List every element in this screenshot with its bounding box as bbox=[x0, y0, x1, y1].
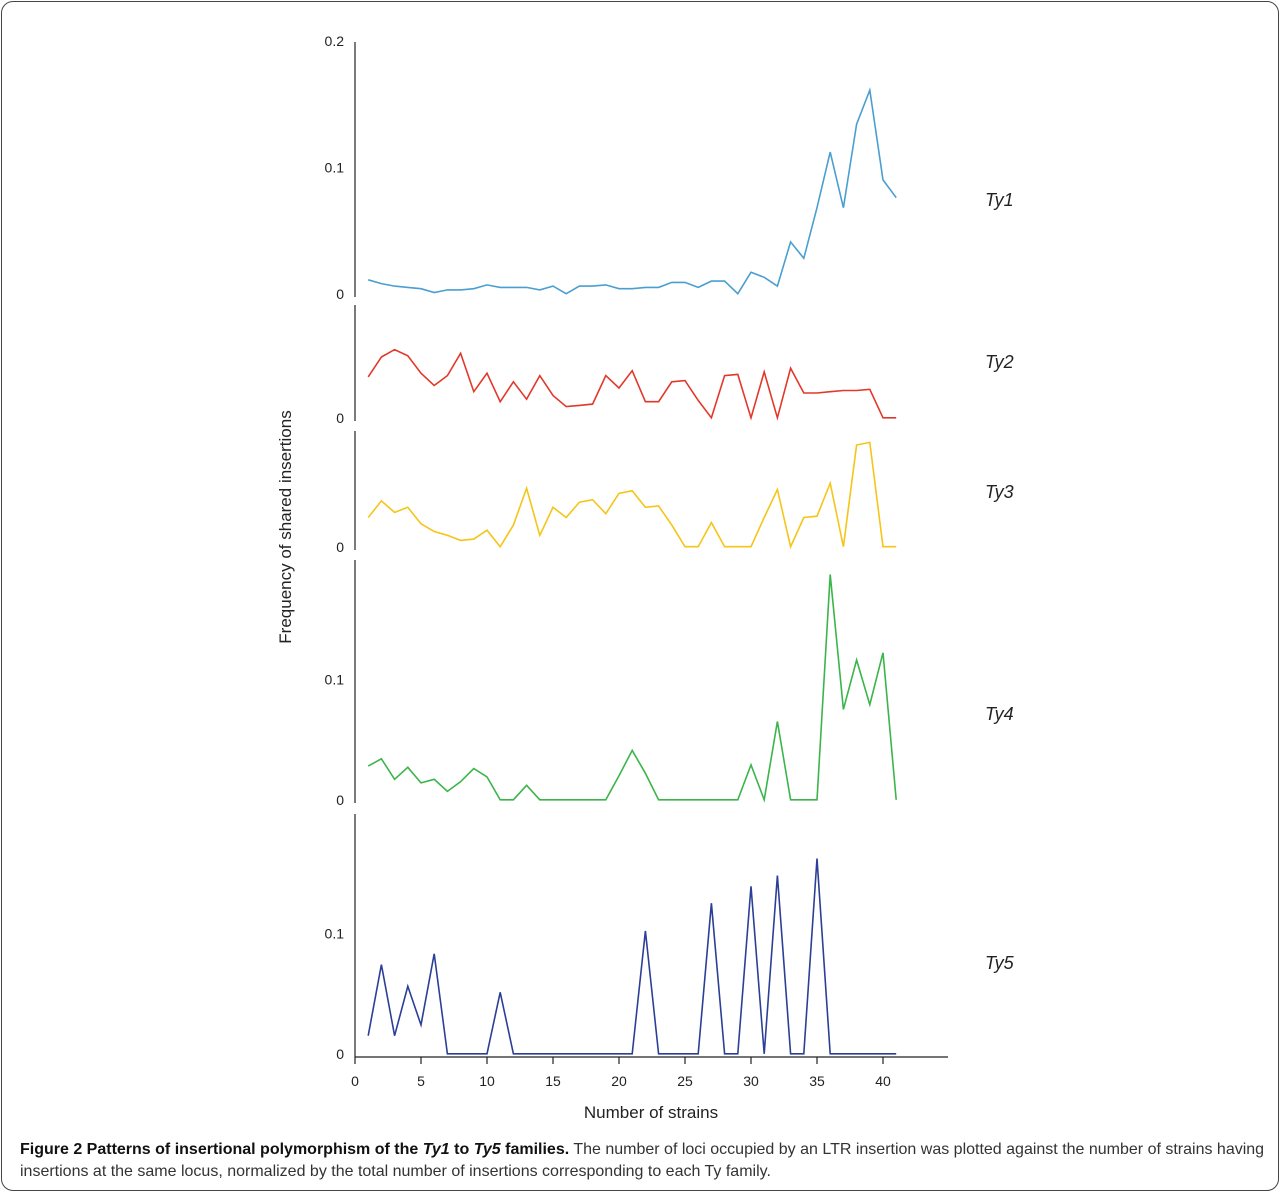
series-line-ty1 bbox=[367, 86, 897, 295]
x-tick-label: 35 bbox=[809, 1073, 825, 1089]
y-tick-label: 0 bbox=[336, 792, 344, 808]
y-tick-label: 0.1 bbox=[325, 160, 345, 176]
caption-text: The number of loci occupied by an LTR in… bbox=[20, 1141, 1265, 1180]
panel-label-ty5: Ty5 bbox=[985, 953, 1015, 973]
x-tick-label: 25 bbox=[677, 1073, 693, 1089]
x-tick-label: 5 bbox=[417, 1073, 425, 1089]
line-chart: 0 0.1 0.2 Ty1 0 Ty2 0 Ty3 0 0.1 Ty4 0 0.1 Ty5 0 5 10 15 20… bbox=[276, 33, 1015, 1122]
y-tick-label: 0.1 bbox=[325, 926, 345, 942]
x-axis-title: Number of strains bbox=[584, 1103, 718, 1122]
x-tick-label: 0 bbox=[351, 1073, 359, 1089]
y-tick-label: 0 bbox=[336, 539, 344, 555]
caption-bold-mid: to bbox=[449, 1141, 474, 1158]
x-tick-label: 10 bbox=[479, 1073, 495, 1089]
caption-bold-suffix: families. bbox=[500, 1141, 570, 1158]
y-tick-label: 0 bbox=[336, 410, 344, 426]
x-tick-label: 20 bbox=[611, 1073, 627, 1089]
panel-label-ty1: Ty1 bbox=[985, 190, 1014, 210]
y-tick-label: 0.1 bbox=[325, 672, 345, 688]
panel-label-ty4: Ty4 bbox=[985, 704, 1014, 724]
caption-ty5: Ty5 bbox=[473, 1141, 501, 1158]
y-axis-title: Frequency of shared insertions bbox=[276, 410, 295, 643]
series-line-ty3 bbox=[367, 441, 897, 550]
x-tick-label: 40 bbox=[875, 1073, 891, 1089]
series-line-ty4 bbox=[367, 574, 897, 803]
panel-label-ty3: Ty3 bbox=[985, 482, 1014, 502]
x-tick-label: 15 bbox=[545, 1073, 561, 1089]
panel-label-ty2: Ty2 bbox=[985, 352, 1014, 372]
caption-bold-prefix: Figure 2 Patterns of insertional polymor… bbox=[20, 1141, 423, 1158]
series-line-ty5 bbox=[367, 858, 897, 1055]
caption-ty1: Ty1 bbox=[422, 1141, 450, 1158]
y-tick-label: 0.2 bbox=[325, 33, 345, 49]
x-tick-label: 30 bbox=[743, 1073, 759, 1089]
y-tick-label: 0 bbox=[336, 1046, 344, 1062]
y-tick-label: 0 bbox=[336, 286, 344, 302]
series-line-ty2 bbox=[367, 348, 897, 421]
figure-caption: Figure 2 Patterns of insertional polymor… bbox=[20, 1139, 1270, 1183]
